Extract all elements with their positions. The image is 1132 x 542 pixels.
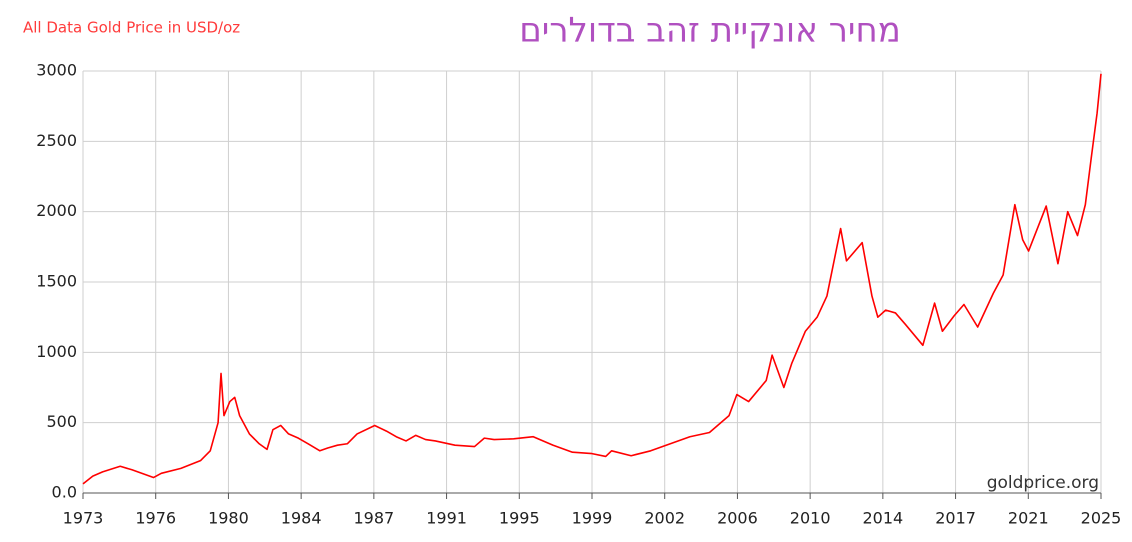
x-tick-label: 2002: [644, 509, 685, 528]
x-tick-label: 2021: [1008, 509, 1049, 528]
chart-title: All Data Gold Price in USD/oz: [23, 19, 240, 37]
x-tick-label: 1995: [499, 509, 540, 528]
x-tick-label: 2017: [935, 509, 976, 528]
x-tick-label: 1976: [135, 509, 176, 528]
x-tick-label: 2006: [717, 509, 758, 528]
x-tick-label: 1999: [572, 509, 613, 528]
x-tick-label: 2010: [790, 509, 831, 528]
x-tick-label: 1987: [353, 509, 394, 528]
x-tick-label: 1991: [426, 509, 467, 528]
x-tick-label: 1980: [208, 509, 249, 528]
watermark: goldprice.org: [987, 473, 1099, 493]
price-line: [82, 73, 1102, 485]
y-tick-label: 3000: [36, 61, 77, 80]
y-tick-label: 1000: [36, 342, 77, 361]
y-tick-label: 1500: [36, 272, 77, 291]
y-tick-label: 2500: [36, 131, 77, 150]
chart-subtitle: מחיר אונקיית זהב בדולרים: [519, 11, 901, 51]
x-tick-label: 2014: [862, 509, 903, 528]
y-tick-label: 500: [46, 412, 77, 431]
x-tick-label: 2025: [1081, 509, 1122, 528]
x-tick-label: 1973: [63, 509, 104, 528]
x-tick-label: 1984: [281, 509, 322, 528]
y-tick-label: 0.0: [52, 483, 77, 502]
y-tick-label: 2000: [36, 201, 77, 220]
